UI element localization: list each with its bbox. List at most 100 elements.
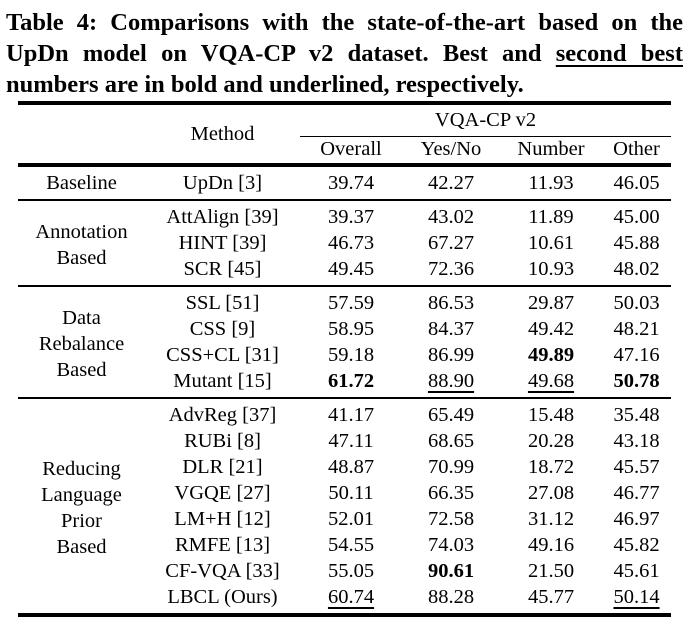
value-cell: 45.61	[613, 560, 660, 582]
value-cell: 66.35	[427, 482, 475, 504]
value-cell: 29.87	[527, 292, 575, 314]
results-table: Method VQA-CP v2 Overall Yes/No Number O…	[18, 101, 671, 617]
table-row: Reducing Language Prior Based AdvReg [37] 41.…	[18, 398, 671, 558]
method-cell: Mutant [15]	[173, 370, 272, 392]
value-cell: 68.65	[427, 430, 475, 452]
value-cell: 43.18	[613, 430, 660, 452]
value-cell: 10.93	[527, 258, 575, 280]
value-cell: 45.88	[613, 232, 660, 254]
column-header-number: Number	[517, 138, 585, 161]
table-row: Baseline UpDn [3] 39.74 42.27 11.93 46.05	[18, 165, 671, 200]
value-cell: 72.36	[427, 258, 475, 280]
value-cell: 58.95	[327, 318, 375, 340]
value-cell: 49.45	[327, 258, 375, 280]
caption-line-3: numbers are in bold and underlined, resp…	[6, 69, 683, 100]
value-cell: 49.16	[527, 534, 575, 556]
method-cell: CF-VQA [33]	[165, 560, 280, 582]
value-cell: 10.61	[527, 232, 575, 254]
value-cell: 20.28	[527, 430, 575, 452]
value-cell: 45.82	[613, 534, 660, 556]
method-cell: HINT [39]	[178, 232, 267, 254]
value-cell: 21.50	[527, 560, 575, 582]
value-cell: 50.14	[613, 586, 660, 608]
value-cell: 90.61	[427, 560, 475, 582]
value-cell: 50.78	[613, 370, 660, 392]
category-line: Based	[56, 246, 107, 269]
method-cell: RUBi [8]	[184, 430, 261, 452]
value-cell: 46.77	[613, 482, 660, 504]
value-cell: 35.48	[613, 404, 660, 426]
table-caption: Table 4: Comparisons with the state-of-t…	[0, 0, 689, 100]
table-body: Baseline UpDn [3] 39.74 42.27 11.93 46.05 Anno…	[18, 165, 671, 615]
method-cell: SSL [51]	[185, 292, 260, 314]
table-row: RUBi [8] 47.11 68.65 20.28 43.18	[18, 428, 671, 454]
method-cell: LM+H [12]	[174, 508, 271, 530]
table-row: HINT [39] 46.73 67.27 10.61 45.88	[18, 230, 671, 256]
value-cell: 59.18	[327, 344, 375, 366]
value-cell: 49.42	[527, 318, 575, 340]
value-cell: 39.37	[327, 206, 375, 228]
method-cell: AttAlign [39]	[166, 206, 279, 228]
value-cell: 48.02	[613, 258, 660, 280]
table-row: SCR [45] 49.45 72.36 10.93 48.02	[18, 256, 671, 286]
category-line: Based	[56, 535, 107, 558]
category-line: Prior	[61, 509, 102, 532]
header-row-columns: Overall Yes/No Number Other	[18, 136, 671, 165]
value-cell: 45.00	[613, 206, 660, 228]
table-row: DLR [21] 48.87 70.99 18.72 45.57	[18, 454, 671, 480]
method-cell: SCR [45]	[183, 258, 262, 280]
value-cell: 45.77	[527, 586, 575, 608]
caption-underlined-text: second best	[555, 40, 683, 67]
value-cell: 57.59	[327, 292, 375, 314]
value-cell: 50.11	[328, 482, 374, 504]
dataset-header: VQA-CP v2	[300, 103, 671, 137]
value-cell: 46.05	[613, 172, 660, 194]
category-line: Rebalance	[38, 332, 125, 355]
value-cell: 41.17	[327, 404, 375, 426]
method-header: Method	[190, 122, 255, 145]
category-line: Based	[56, 358, 107, 381]
value-cell: 86.53	[427, 292, 475, 314]
table-row: VGQE [27] 50.11 66.35 27.08 46.77	[18, 480, 671, 506]
table-header: Method VQA-CP v2 Overall Yes/No Number O…	[18, 103, 671, 165]
value-cell: 31.12	[527, 508, 575, 530]
value-cell: 11.93	[528, 172, 574, 194]
category-line: Reducing	[42, 457, 121, 480]
value-cell: 49.89	[527, 344, 575, 366]
header-row-top: Method VQA-CP v2	[18, 103, 671, 145]
value-cell: 42.27	[427, 172, 475, 194]
method-cell: CSS [9]	[189, 318, 256, 340]
value-cell: 67.27	[427, 232, 475, 254]
category-line: Annotation	[35, 220, 128, 243]
value-cell: 48.87	[327, 456, 375, 478]
value-cell: 55.05	[327, 560, 375, 582]
value-cell: 47.11	[328, 430, 374, 452]
table-row: CSS+CL [31] 59.18 86.99 49.89 47.16	[18, 342, 671, 368]
caption-line-2: UpDn model on VQA-CP v2 dataset. Best an…	[6, 38, 683, 69]
value-cell: 43.02	[427, 206, 475, 228]
value-cell: 15.48	[527, 404, 575, 426]
value-cell: 88.28	[427, 586, 475, 608]
value-cell: 70.99	[427, 456, 475, 478]
category-cell: Annotation Based	[18, 200, 145, 286]
category-header-spacer	[18, 103, 145, 165]
method-cell: LBCL (Ours)	[167, 586, 278, 608]
category-cell: Data Rebalance Based	[18, 286, 145, 398]
caption-text-3: numbers are in bold and underlined, resp…	[6, 71, 524, 98]
value-cell: 52.01	[327, 508, 375, 530]
value-cell: 74.03	[427, 534, 475, 556]
value-cell: 72.58	[427, 508, 475, 530]
method-cell: DLR [21]	[182, 456, 263, 478]
category-cell: Reducing Language Prior Based	[18, 398, 145, 615]
value-cell: 65.49	[427, 404, 475, 426]
table-row: LM+H [12] 52.01 72.58 31.12 46.97	[18, 506, 671, 532]
value-cell: 50.03	[613, 292, 660, 314]
value-cell: 48.21	[613, 318, 660, 340]
category-line: Data	[62, 306, 101, 329]
method-cell: AdvReg [37]	[168, 404, 277, 426]
value-cell: 49.68	[527, 370, 575, 392]
column-header-overall: Overall	[320, 138, 382, 161]
value-cell: 18.72	[527, 456, 575, 478]
column-header-other: Other	[613, 138, 660, 161]
caption-text-1: Table 4: Comparisons with the state-of-t…	[6, 9, 683, 36]
